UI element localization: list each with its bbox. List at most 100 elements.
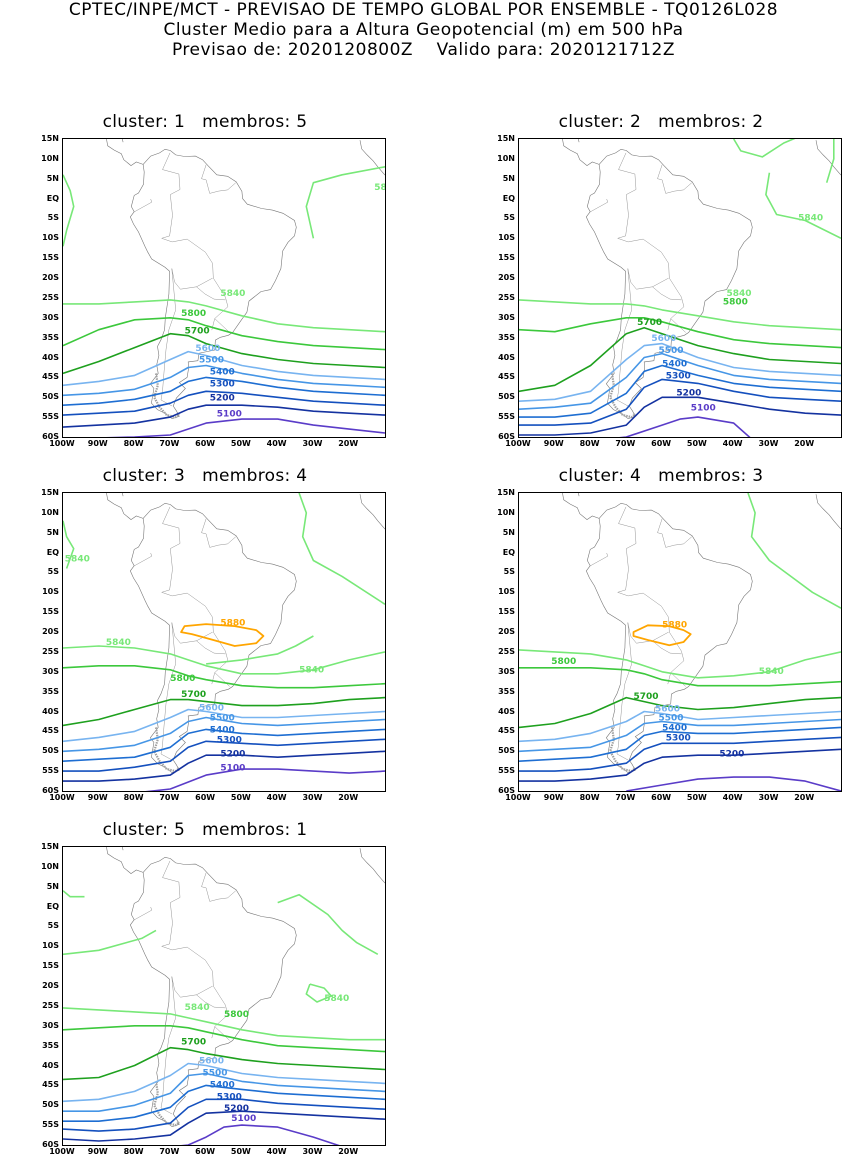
contour-5300 — [63, 738, 385, 772]
lat-tick-label: 55S — [498, 412, 515, 422]
lat-tick-label: 25S — [42, 646, 59, 656]
lat-tick-label: 45S — [42, 726, 59, 736]
contour-5400 — [63, 1084, 385, 1122]
lat-tick-label: EQ — [46, 901, 59, 911]
country-border — [133, 906, 152, 921]
lat-tick-label: 5N — [46, 881, 59, 891]
lat-tick-label: 45S — [42, 1080, 59, 1090]
contour-5840 — [63, 299, 385, 333]
country-border — [201, 872, 236, 902]
lat-tick-label: 10S — [42, 587, 59, 597]
lat-tick-label: 40S — [498, 706, 515, 716]
lat-tick-label: 60S — [42, 432, 59, 441]
country-border — [162, 506, 181, 570]
contour-label-5840a: 5840 — [106, 638, 131, 648]
country-border — [196, 640, 226, 655]
country-border — [201, 164, 236, 194]
contour-label-5400: 5400 — [210, 368, 235, 378]
country-border — [589, 198, 608, 213]
lon-tick-label: 90W — [87, 439, 108, 448]
contour-label-5700: 5700 — [181, 1038, 206, 1048]
contour-5840 — [277, 893, 379, 955]
lat-tick-label: 20S — [42, 273, 59, 283]
lon-tick-label: 100W — [49, 439, 75, 448]
lat-tick-label: 25S — [498, 292, 515, 302]
contour-5840 — [63, 1007, 385, 1041]
lat-tick-label: 20S — [498, 273, 515, 283]
country-border — [162, 152, 181, 216]
country-border — [616, 569, 686, 687]
country-border — [657, 518, 692, 548]
lat-tick-label: EQ — [46, 193, 59, 203]
contour-label-5100: 5100 — [217, 409, 242, 419]
contour-label-5840a: 5840 — [220, 289, 245, 299]
map-panel: 5880 5840 5800 5700 5600 5500 5400 5300 5200 — [518, 492, 842, 792]
lat-tick-label: 15S — [498, 607, 515, 617]
lon-tick-label: 60W — [195, 439, 216, 448]
lon-tick-label: 30W — [758, 439, 779, 448]
contour-label-5200: 5200 — [224, 1104, 249, 1114]
lat-tick-label: 55S — [42, 1120, 59, 1130]
lat-tick-label: 50S — [42, 392, 59, 402]
lon-tick-label: 50W — [686, 793, 707, 802]
contour-5800 — [519, 667, 841, 687]
coastline — [815, 494, 841, 530]
lon-tick-label: 50W — [230, 793, 251, 802]
lat-tick-label: 15N — [41, 134, 59, 143]
lon-tick-label: 100W — [505, 439, 531, 448]
panel-title: cluster: 2 membros: 2 — [558, 112, 764, 132]
contour-label-5800: 5800 — [181, 309, 206, 319]
contour-5300 — [63, 390, 385, 416]
country-border — [171, 622, 213, 644]
map-panel: 5840 5840 5800 5700 5600 5500 5400 5300 5200 5100 — [62, 138, 386, 438]
country-border — [652, 640, 682, 655]
country-border — [201, 518, 236, 548]
contour-5300 — [519, 736, 841, 772]
lat-tick-label: 30S — [42, 666, 59, 676]
lon-tick-label: 30W — [302, 1147, 323, 1156]
lon-tick-label: 80W — [579, 793, 600, 802]
lat-tick-label: 5N — [502, 527, 515, 537]
lat-tick-label: 60S — [498, 432, 515, 441]
lon-tick-label: 20W — [338, 439, 359, 448]
contour-5840 — [63, 174, 75, 247]
lat-tick-label: 40S — [498, 352, 515, 362]
lon-tick-label: 20W — [338, 793, 359, 802]
southern-coast-islands — [609, 373, 637, 419]
coastline — [359, 848, 385, 884]
contour-label-5500: 5500 — [199, 356, 224, 366]
contour-label-5400: 5400 — [662, 724, 687, 734]
lat-tick-label: 45S — [42, 372, 59, 382]
contour-label-5840b: 5840 — [798, 214, 823, 224]
contour-5500 — [63, 1072, 385, 1112]
contour-label-5200: 5200 — [210, 393, 235, 403]
contour-label-5600: 5600 — [651, 334, 676, 344]
coastline — [106, 139, 144, 166]
lon-tick-label: 40W — [266, 439, 287, 448]
contour-label-5800: 5800 — [551, 657, 576, 667]
lat-tick-label: 50S — [42, 1100, 59, 1110]
contour-5800 — [63, 665, 385, 689]
contour-5840 — [298, 493, 385, 605]
contour-5200 — [63, 404, 385, 428]
lat-tick-label: EQ — [502, 193, 515, 203]
contour-5600 — [519, 710, 841, 743]
country-border — [196, 994, 226, 1009]
contour-5800 — [519, 317, 841, 349]
contour-label-5600: 5600 — [655, 705, 680, 715]
lat-tick-label: 15N — [497, 134, 515, 143]
lon-tick-label: 70W — [159, 1147, 180, 1156]
lat-tick-label: 20S — [42, 627, 59, 637]
lat-tick-label: 25S — [42, 1000, 59, 1010]
lat-tick-label: 60S — [42, 1140, 59, 1149]
contour-5700 — [519, 696, 841, 729]
country-border — [196, 286, 226, 301]
map-panel: 5880 5840 5840 5840 5800 5700 5600 5500 5400 5300… — [62, 492, 386, 792]
contour-5600 — [63, 1062, 385, 1103]
coastline — [129, 148, 297, 420]
contour-label-5840c: 5840 — [299, 666, 324, 676]
lon-tick-label: 20W — [338, 1147, 359, 1156]
contour-5200 — [63, 750, 385, 782]
